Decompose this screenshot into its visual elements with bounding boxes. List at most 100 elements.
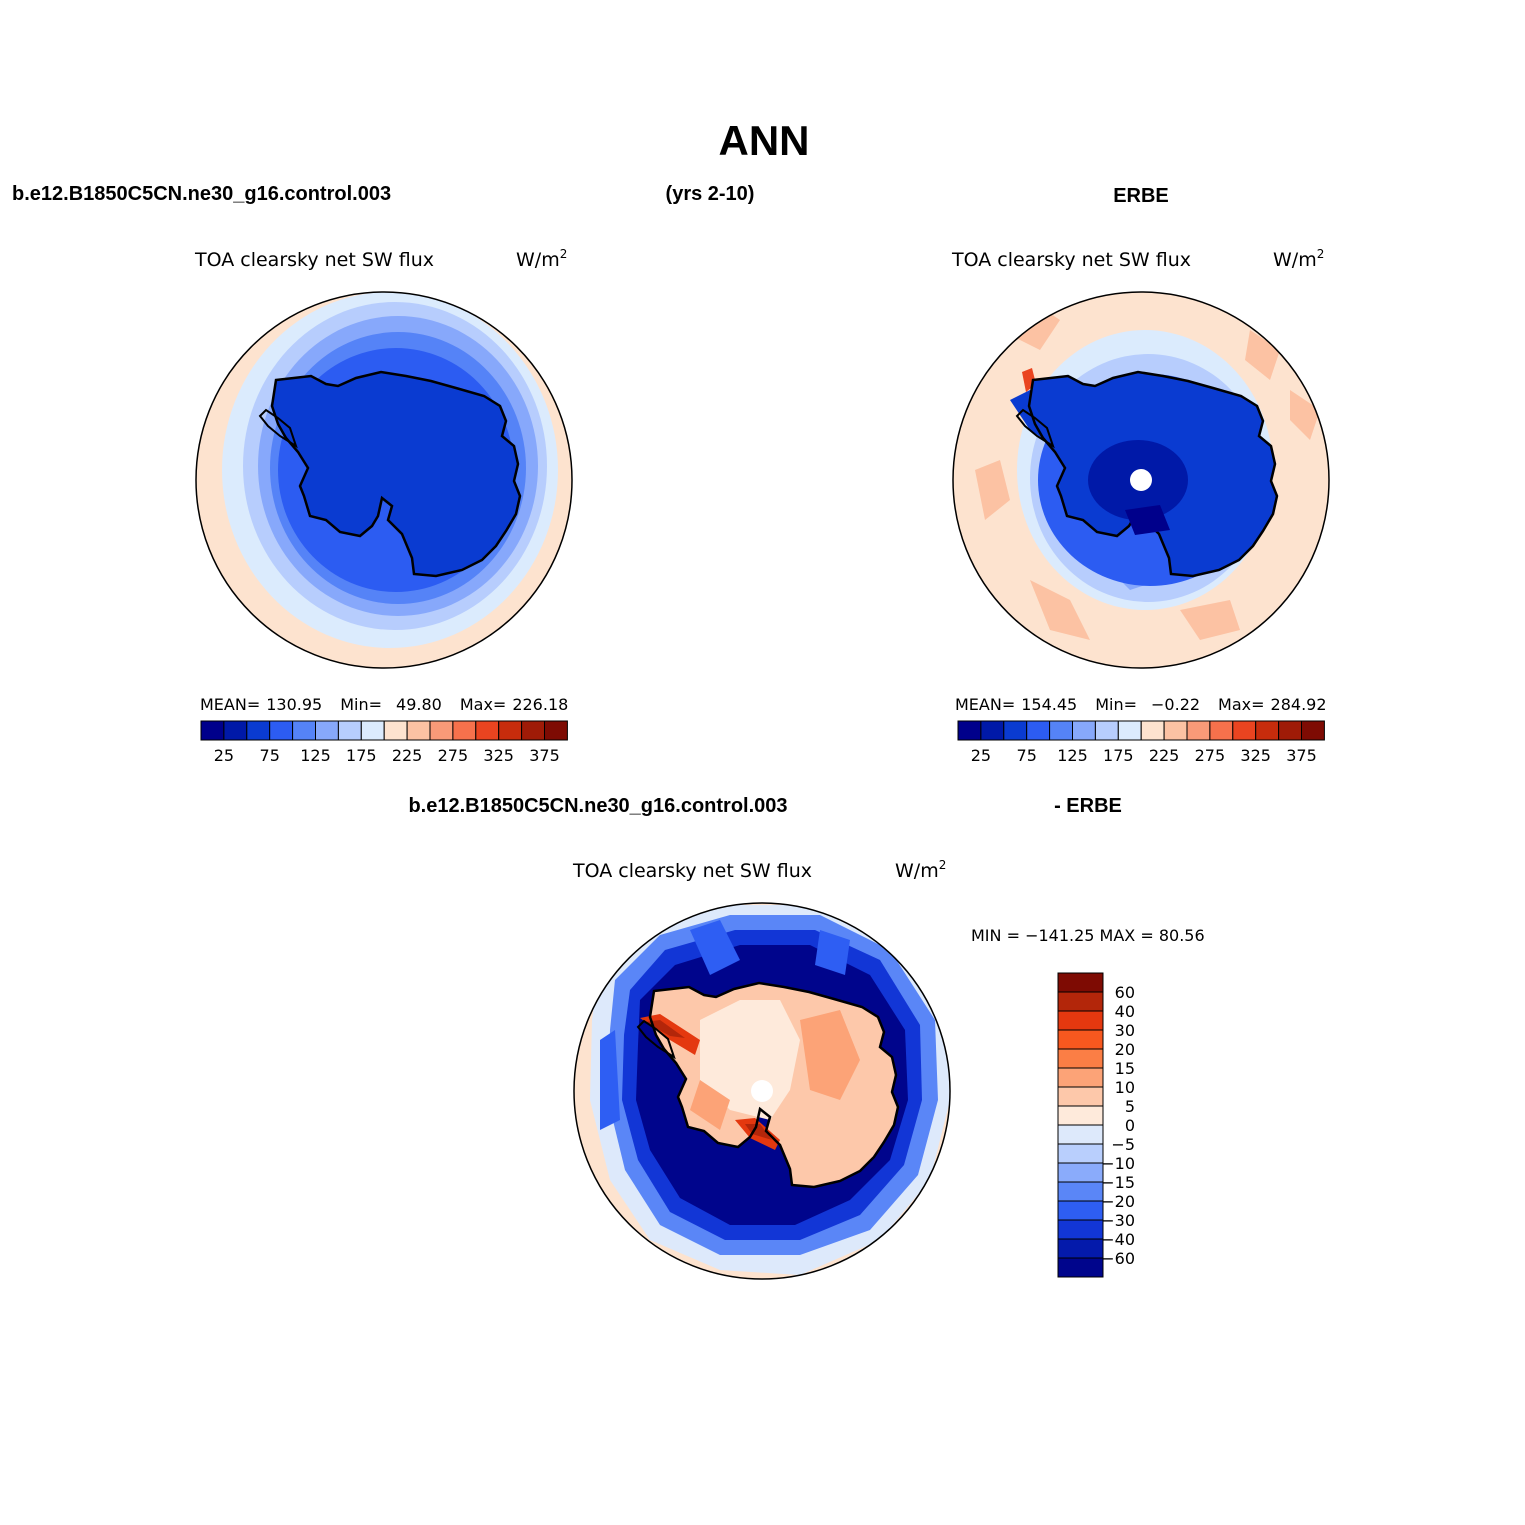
obs-colorbar-label: 225 bbox=[1149, 746, 1180, 765]
obs-colorbar-swatch bbox=[1186, 720, 1211, 741]
model-colorbar-swatch bbox=[383, 720, 408, 741]
obs-colorbar-swatch bbox=[957, 720, 982, 741]
model-map bbox=[196, 292, 572, 668]
obs-colorbar-swatch bbox=[1301, 720, 1325, 741]
diff-colorbar-label: −60 bbox=[1101, 1249, 1135, 1268]
diff-obs-name: - ERBE bbox=[1054, 795, 1122, 817]
diff-colorbar-label: 15 bbox=[1115, 1059, 1135, 1078]
diff-colorbar-swatch bbox=[1057, 1010, 1104, 1031]
obs-panel: TOA clearsky net SW flux W/m2 bbox=[951, 247, 1330, 765]
obs-colorbar-swatch bbox=[1094, 720, 1119, 741]
diff-colorbar-swatch bbox=[1057, 1105, 1104, 1126]
model-colorbar-label: 25 bbox=[214, 746, 234, 765]
diff-colorbar-label: 10 bbox=[1115, 1078, 1135, 1097]
model-colorbar-label: 225 bbox=[392, 746, 423, 765]
model-colorbar-label: 175 bbox=[346, 746, 377, 765]
obs-colorbar-swatch bbox=[980, 720, 1005, 741]
model-map-border bbox=[195, 291, 573, 669]
model-colorbar-swatch bbox=[429, 720, 454, 741]
model-colorbar-swatch bbox=[360, 720, 385, 741]
diff-colorbar-swatch bbox=[1057, 1181, 1104, 1202]
obs-colorbar-swatch bbox=[1072, 720, 1096, 741]
diff-colorbar-label: 5 bbox=[1125, 1097, 1135, 1116]
obs-colorbar: 25 75 125 175 225 275 325 375 bbox=[957, 720, 1325, 765]
diff-colorbar-label: −30 bbox=[1101, 1211, 1135, 1230]
obs-name: ERBE bbox=[1113, 185, 1169, 207]
diff-colorbar-swatch bbox=[1057, 1086, 1104, 1107]
model-variable-title: TOA clearsky net SW flux bbox=[194, 249, 434, 271]
obs-map-border bbox=[952, 291, 1330, 669]
obs-colorbar-swatch bbox=[1255, 720, 1280, 741]
model-colorbar-swatch bbox=[498, 720, 523, 741]
model-colorbar-label: 125 bbox=[300, 746, 331, 765]
model-colorbar-swatch bbox=[475, 720, 500, 741]
obs-colorbar-label: 125 bbox=[1057, 746, 1088, 765]
obs-colorbar-label: 25 bbox=[971, 746, 991, 765]
diff-colorbar-label: 30 bbox=[1115, 1021, 1135, 1040]
diff-colorbar-swatch bbox=[1057, 1029, 1104, 1050]
model-colorbar-swatch bbox=[337, 720, 362, 741]
diff-colorbar-label: −15 bbox=[1101, 1173, 1135, 1192]
diff-units: W/m2 bbox=[895, 858, 946, 882]
diff-colorbar-label: 0 bbox=[1125, 1116, 1135, 1135]
obs-colorbar-swatch bbox=[1140, 720, 1165, 741]
model-panel: TOA clearsky net SW flux W/m2 MEAN= 130.9… bbox=[194, 247, 573, 765]
obs-colorbar-swatch bbox=[1049, 720, 1073, 741]
obs-colorbar-label: 275 bbox=[1195, 746, 1226, 765]
obs-colorbar-label: 325 bbox=[1240, 746, 1271, 765]
years-label: (yrs 2-10) bbox=[666, 183, 755, 205]
diff-colorbar-swatch bbox=[1057, 1143, 1104, 1164]
obs-map bbox=[953, 292, 1329, 668]
diff-colorbar-label: 60 bbox=[1115, 983, 1135, 1002]
model-stats: MEAN= 130.95 Min= 49.80 Max= 226.18 bbox=[200, 695, 568, 714]
diff-colorbar-swatch bbox=[1057, 991, 1104, 1012]
diff-colorbar-swatch bbox=[1057, 1048, 1104, 1069]
obs-colorbar-swatch bbox=[1003, 720, 1028, 741]
diff-colorbar-label: −10 bbox=[1101, 1154, 1135, 1173]
model-colorbar-swatch bbox=[292, 720, 317, 741]
model-colorbar-swatch bbox=[521, 720, 545, 741]
diff-map-border bbox=[573, 902, 951, 1280]
model-colorbar-swatch bbox=[200, 720, 225, 741]
obs-colorbar-label: 75 bbox=[1017, 746, 1037, 765]
model-colorbar-swatch bbox=[246, 720, 271, 741]
model-colorbar-label: 375 bbox=[529, 746, 560, 765]
obs-colorbar-label: 175 bbox=[1103, 746, 1134, 765]
diff-minmax: MIN = −141.25 MAX = 80.56 bbox=[971, 926, 1205, 945]
model-colorbar-swatch bbox=[406, 720, 431, 741]
obs-colorbar-swatch bbox=[1278, 720, 1302, 741]
obs-stats: MEAN= 154.45 Min= −0.22 Max= 284.92 bbox=[955, 695, 1327, 714]
model-colorbar-swatch bbox=[544, 720, 568, 741]
diff-colorbar-swatch bbox=[1057, 972, 1104, 993]
obs-colorbar-swatch bbox=[1026, 720, 1051, 741]
diff-variable-title: TOA clearsky net SW flux bbox=[572, 860, 812, 882]
model-colorbar-swatch bbox=[223, 720, 248, 741]
diff-map bbox=[574, 903, 950, 1279]
model-colorbar-label: 75 bbox=[260, 746, 280, 765]
obs-variable-title: TOA clearsky net SW flux bbox=[951, 249, 1191, 271]
diff-colorbar-swatch bbox=[1057, 1067, 1104, 1088]
diff-colorbar-label: 40 bbox=[1115, 1002, 1135, 1021]
diff-colorbar-label: −40 bbox=[1101, 1230, 1135, 1249]
diff-panel: TOA clearsky net SW flux W/m2 MIN = −141… bbox=[572, 858, 1205, 1280]
diff-colorbar-swatch bbox=[1057, 1238, 1104, 1259]
model-colorbar-swatch bbox=[269, 720, 294, 741]
diff-colorbar-label: 20 bbox=[1115, 1040, 1135, 1059]
model-colorbar-label: 325 bbox=[483, 746, 514, 765]
model-colorbar-swatch bbox=[315, 720, 339, 741]
diff-colorbar-swatch bbox=[1057, 1219, 1104, 1240]
case-name: b.e12.B1850C5CN.ne30_g16.control.003 bbox=[12, 183, 391, 205]
obs-colorbar-swatch bbox=[1117, 720, 1142, 741]
obs-colorbar-swatch bbox=[1232, 720, 1257, 741]
model-colorbar-swatch bbox=[452, 720, 477, 741]
diff-colorbar-swatch bbox=[1057, 1124, 1104, 1145]
figure-title: ANN bbox=[719, 117, 810, 164]
model-units: W/m2 bbox=[516, 247, 567, 271]
model-colorbar: 25 75 125 175 225 275 325 375 bbox=[200, 720, 568, 765]
diff-colorbar-swatch bbox=[1057, 1162, 1104, 1183]
diff-colorbar-swatch bbox=[1057, 1200, 1104, 1221]
diff-colorbar-swatch bbox=[1057, 1257, 1104, 1278]
model-colorbar-label: 275 bbox=[438, 746, 469, 765]
